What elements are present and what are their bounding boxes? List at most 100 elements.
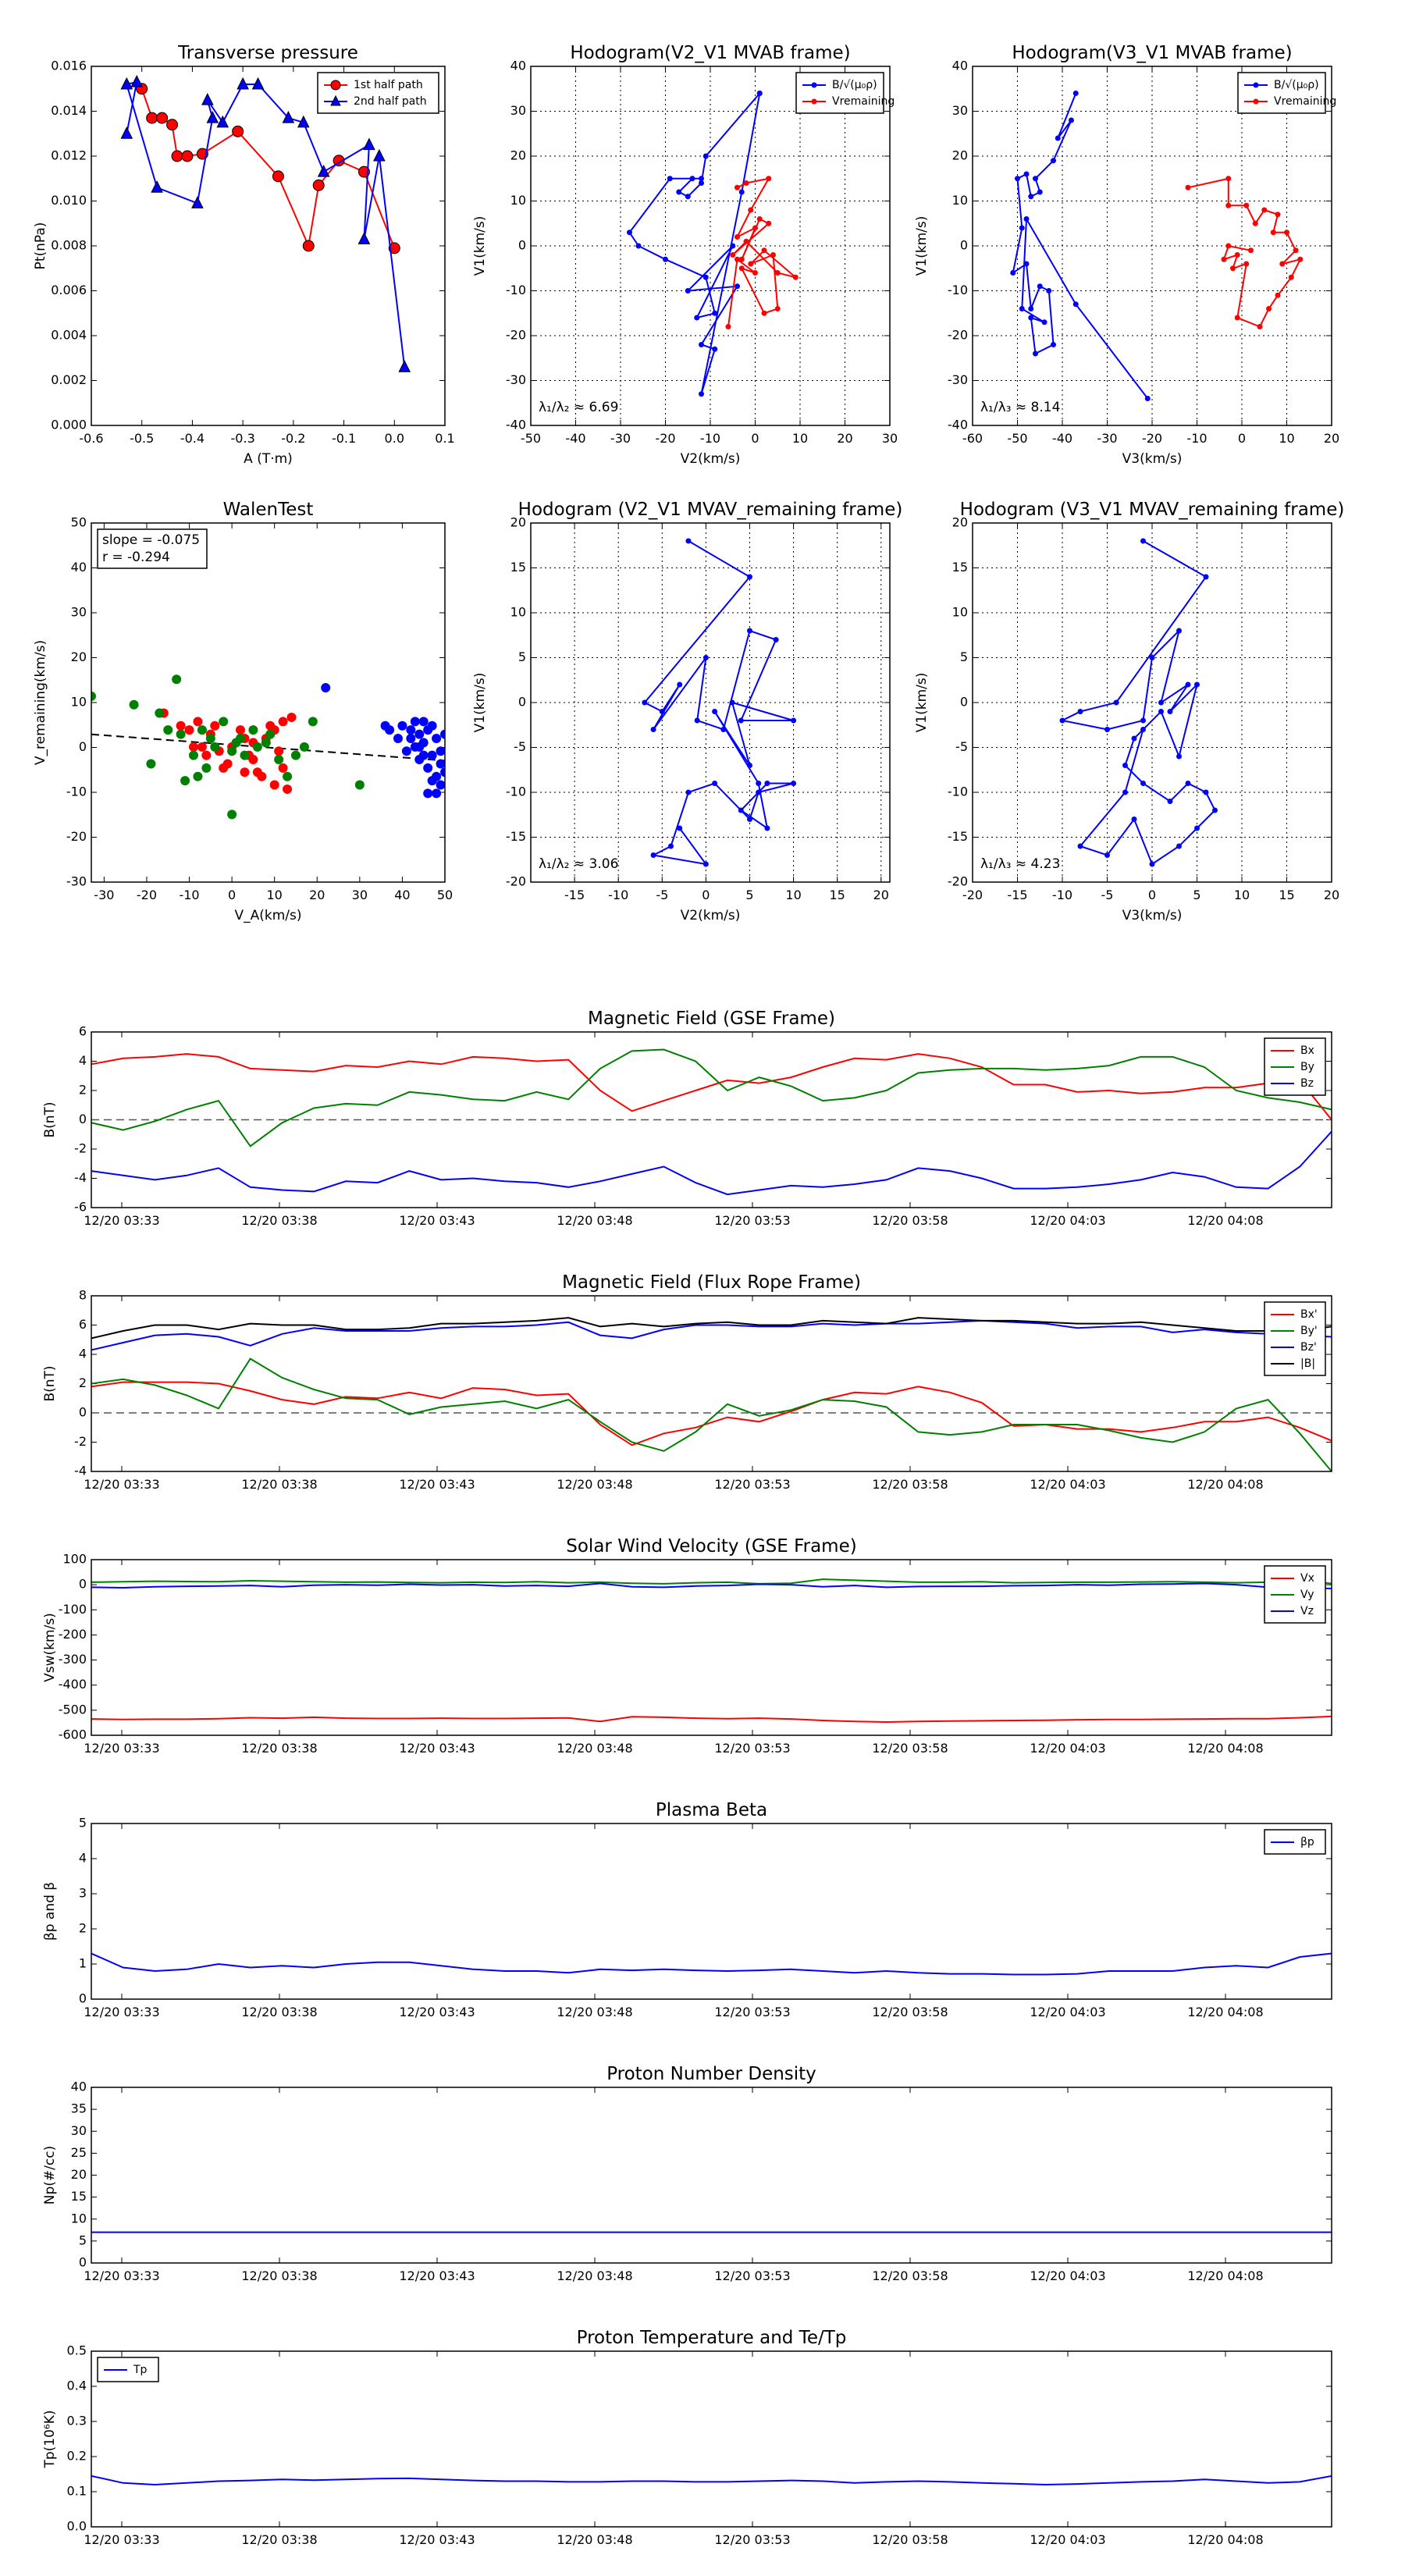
y-tick-label: 40 xyxy=(952,59,968,73)
data-point xyxy=(712,709,718,714)
data-point xyxy=(1072,301,1079,308)
x-tick-label: 12/20 04:08 xyxy=(1187,1741,1263,1756)
data-point xyxy=(1019,225,1025,231)
legend: Tp xyxy=(97,2357,159,2382)
chart-title: Hodogram(V3_V1 MVAB frame) xyxy=(1012,43,1292,63)
series-2 xyxy=(91,1582,1332,1589)
data-point xyxy=(650,727,656,732)
plot-frame xyxy=(91,2087,1332,2264)
y-tick-label: 2 xyxy=(79,1083,87,1098)
y-axis-label: Np(#/cc) xyxy=(42,2146,58,2204)
data-point xyxy=(1051,158,1056,164)
x-tick-label: 5 xyxy=(1193,888,1200,902)
data-point xyxy=(756,789,762,795)
data-point xyxy=(156,112,169,124)
legend-marker xyxy=(1253,82,1259,88)
x-tick-label: 12/20 04:03 xyxy=(1030,1477,1105,1492)
y-tick-label: 0 xyxy=(79,1112,87,1126)
data-point xyxy=(188,750,198,760)
x-tick-label: -40 xyxy=(1052,431,1072,446)
series-line xyxy=(91,1053,1332,1121)
legend-label: Bz' xyxy=(1300,1341,1317,1354)
data-point xyxy=(129,699,139,710)
data-point xyxy=(712,346,718,352)
data-point xyxy=(410,717,420,727)
x-tick-label: 12/20 03:38 xyxy=(241,1477,317,1492)
y-tick-label: 0.4 xyxy=(67,2379,87,2393)
y-tick-label: 2 xyxy=(79,1921,87,1936)
data-point xyxy=(1203,574,1209,580)
y-tick-label: 5 xyxy=(960,649,968,664)
x-tick-label: 12/20 03:38 xyxy=(241,2268,317,2283)
series-line xyxy=(91,1582,1332,1589)
y-tick-label: 20 xyxy=(952,148,968,163)
data-point xyxy=(1293,247,1299,254)
x-tick-label: -0.3 xyxy=(231,431,255,446)
y-tick-label: -30 xyxy=(506,372,526,387)
data-point xyxy=(286,712,297,722)
plot-frame xyxy=(530,522,891,883)
y-tick-label: -20 xyxy=(948,874,968,889)
data-point xyxy=(1221,256,1227,262)
chart-panel-10: 0 5 10 15 20 25 30 35 40 12/20 03:33 12/20 03:38 12… xyxy=(42,2064,1332,2283)
data-point xyxy=(650,852,656,858)
legend: βp xyxy=(1264,1829,1326,1855)
y-tick-label: 0 xyxy=(518,695,526,710)
data-point xyxy=(1266,306,1272,311)
x-tick-label: 12/20 04:08 xyxy=(1187,2005,1263,2019)
data-point xyxy=(222,759,233,769)
y-tick-label: -30 xyxy=(948,372,968,387)
series-1 xyxy=(725,176,799,329)
data-point xyxy=(712,310,718,316)
data-point xyxy=(1144,396,1151,401)
data-point xyxy=(1194,681,1200,688)
legend-marker xyxy=(330,80,341,91)
y-tick-label: -10 xyxy=(506,283,526,297)
data-point xyxy=(1185,681,1191,688)
series-0 xyxy=(627,91,763,397)
x-tick-label: 10 xyxy=(1279,431,1294,446)
y-tick-label: 4 xyxy=(79,1851,87,1866)
y-tick-label: 0.2 xyxy=(67,2449,87,2464)
data-point xyxy=(1185,184,1191,190)
y-axis-label: V1(km/s) xyxy=(914,216,930,276)
data-point xyxy=(1033,350,1038,357)
data-point xyxy=(406,725,416,735)
data-point xyxy=(205,734,215,743)
data-point xyxy=(1284,229,1289,236)
data-point xyxy=(1158,709,1164,714)
data-point xyxy=(248,755,258,765)
data-point xyxy=(1077,843,1083,849)
x-axis-label: V2(km/s) xyxy=(681,908,741,923)
legend: B/√(μ₀ρ) Vremaining xyxy=(1237,72,1336,114)
x-tick-label: 12/20 03:58 xyxy=(872,2005,948,2019)
data-point xyxy=(197,742,207,752)
data-point xyxy=(699,391,704,397)
x-tick-label: 20 xyxy=(1324,888,1339,902)
data-point xyxy=(685,194,691,200)
x-tick-label: 0 xyxy=(751,431,759,446)
data-point xyxy=(193,717,203,727)
data-point xyxy=(269,780,279,790)
data-point xyxy=(677,681,683,688)
series-1 xyxy=(91,1578,1332,1585)
eigenvalue-ratio: λ₁/λ₂ ≈ 3.06 xyxy=(539,856,618,872)
data-point xyxy=(440,767,445,777)
series-0 xyxy=(642,538,797,867)
series-line xyxy=(91,1578,1332,1585)
x-tick-label: 12/20 04:03 xyxy=(1030,1741,1105,1756)
data-point xyxy=(317,165,330,177)
data-point xyxy=(236,725,246,735)
y-tick-label: 10 xyxy=(952,193,968,208)
data-point xyxy=(1261,207,1268,213)
data-point xyxy=(240,767,250,777)
x-tick-label: 0 xyxy=(702,888,710,902)
data-point xyxy=(91,691,96,701)
data-point xyxy=(155,708,165,718)
y-tick-label: 0.000 xyxy=(51,418,87,432)
x-tick-label: 20 xyxy=(309,888,325,902)
series-0 xyxy=(91,1715,1332,1724)
legend-marker xyxy=(811,98,817,105)
data-point xyxy=(1234,252,1240,258)
data-point xyxy=(1248,247,1254,254)
